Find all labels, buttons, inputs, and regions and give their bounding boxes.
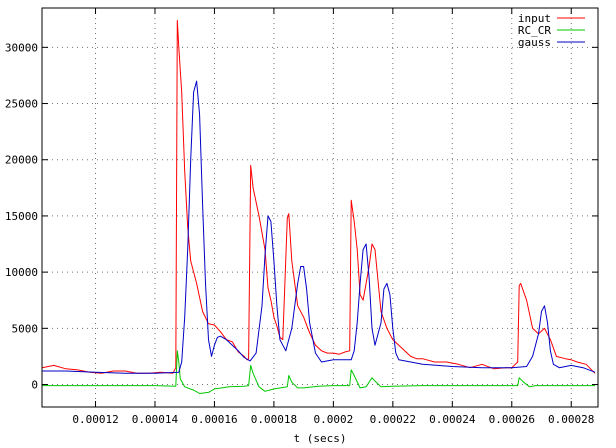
y-tick-label: 5000 [12, 322, 39, 335]
tick-marks [42, 8, 598, 407]
y-tick-label: 30000 [5, 41, 38, 54]
x-tick-label: 0.00026 [489, 413, 535, 426]
x-tick-label: 0.00022 [370, 413, 416, 426]
series-line-rc-cr [42, 350, 595, 394]
y-tick-label: 15000 [5, 210, 38, 223]
x-axis-label: t (secs) [294, 432, 347, 445]
x-tick-label: 0.00016 [191, 413, 237, 426]
y-tick-label: 0 [31, 379, 38, 392]
legend-label: input [518, 12, 551, 25]
x-tick-label: 0.00012 [72, 413, 118, 426]
y-tick-label: 25000 [5, 98, 38, 111]
legend-label: gauss [518, 36, 551, 49]
legend-label: RC_CR [518, 24, 551, 37]
plot-frame [41, 7, 599, 408]
plot-series [41, 19, 596, 394]
x-tick-label: 0.0002 [314, 413, 354, 426]
x-tick-label: 0.00014 [132, 413, 179, 426]
tick-labels: 0.00012 0.00014 0.00016 0.00018 0.0002 0.0002… [5, 41, 595, 426]
y-tick-label: 10000 [5, 266, 38, 279]
x-tick-label: 0.00028 [548, 413, 594, 426]
y-tick-label: 20000 [5, 154, 38, 167]
x-tick-label: 0.00024 [429, 413, 476, 426]
series-line-gauss [42, 80, 596, 374]
x-tick-label: 0.00018 [251, 413, 297, 426]
